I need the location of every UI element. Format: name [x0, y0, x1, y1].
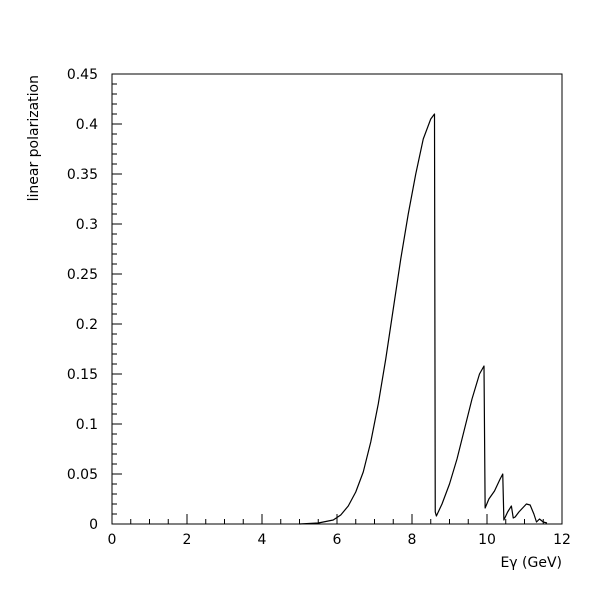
x-tick-label: 0: [108, 532, 117, 548]
y-axis-ticks: [112, 73, 122, 525]
x-axis-ticks: [111, 514, 563, 524]
x-tick-label: 6: [333, 532, 342, 548]
x-tick-label: 4: [258, 532, 267, 548]
y-tick-label: 0.15: [67, 367, 98, 383]
y-tick-label: 0.2: [76, 317, 98, 333]
x-tick-label: 12: [553, 532, 571, 548]
plot-frame: [111, 73, 563, 525]
y-tick-label: 0.3: [76, 217, 98, 233]
x-tick-label: 10: [478, 532, 496, 548]
x-tick-label: 8: [408, 532, 417, 548]
series-line: [299, 113, 548, 525]
x-axis-tick-labels: 0 2 4 6 8 10 12: [108, 532, 571, 548]
y-axis-title: linear polarization: [26, 75, 42, 201]
y-tick-label: 0.25: [67, 267, 98, 283]
x-axis-title: Eγ (GeV): [500, 555, 562, 571]
y-tick-label: 0.35: [67, 167, 98, 183]
y-tick-label: 0.45: [67, 67, 98, 83]
y-tick-label: 0.05: [67, 467, 98, 483]
y-tick-label: 0: [89, 517, 98, 533]
y-tick-label: 0.4: [76, 117, 98, 133]
y-tick-label: 0.1: [76, 417, 98, 433]
x-tick-label: 2: [183, 532, 192, 548]
y-axis-tick-labels: 0 0.05 0.1 0.15 0.2 0.25 0.3 0.35 0.4 0.45: [67, 67, 98, 533]
